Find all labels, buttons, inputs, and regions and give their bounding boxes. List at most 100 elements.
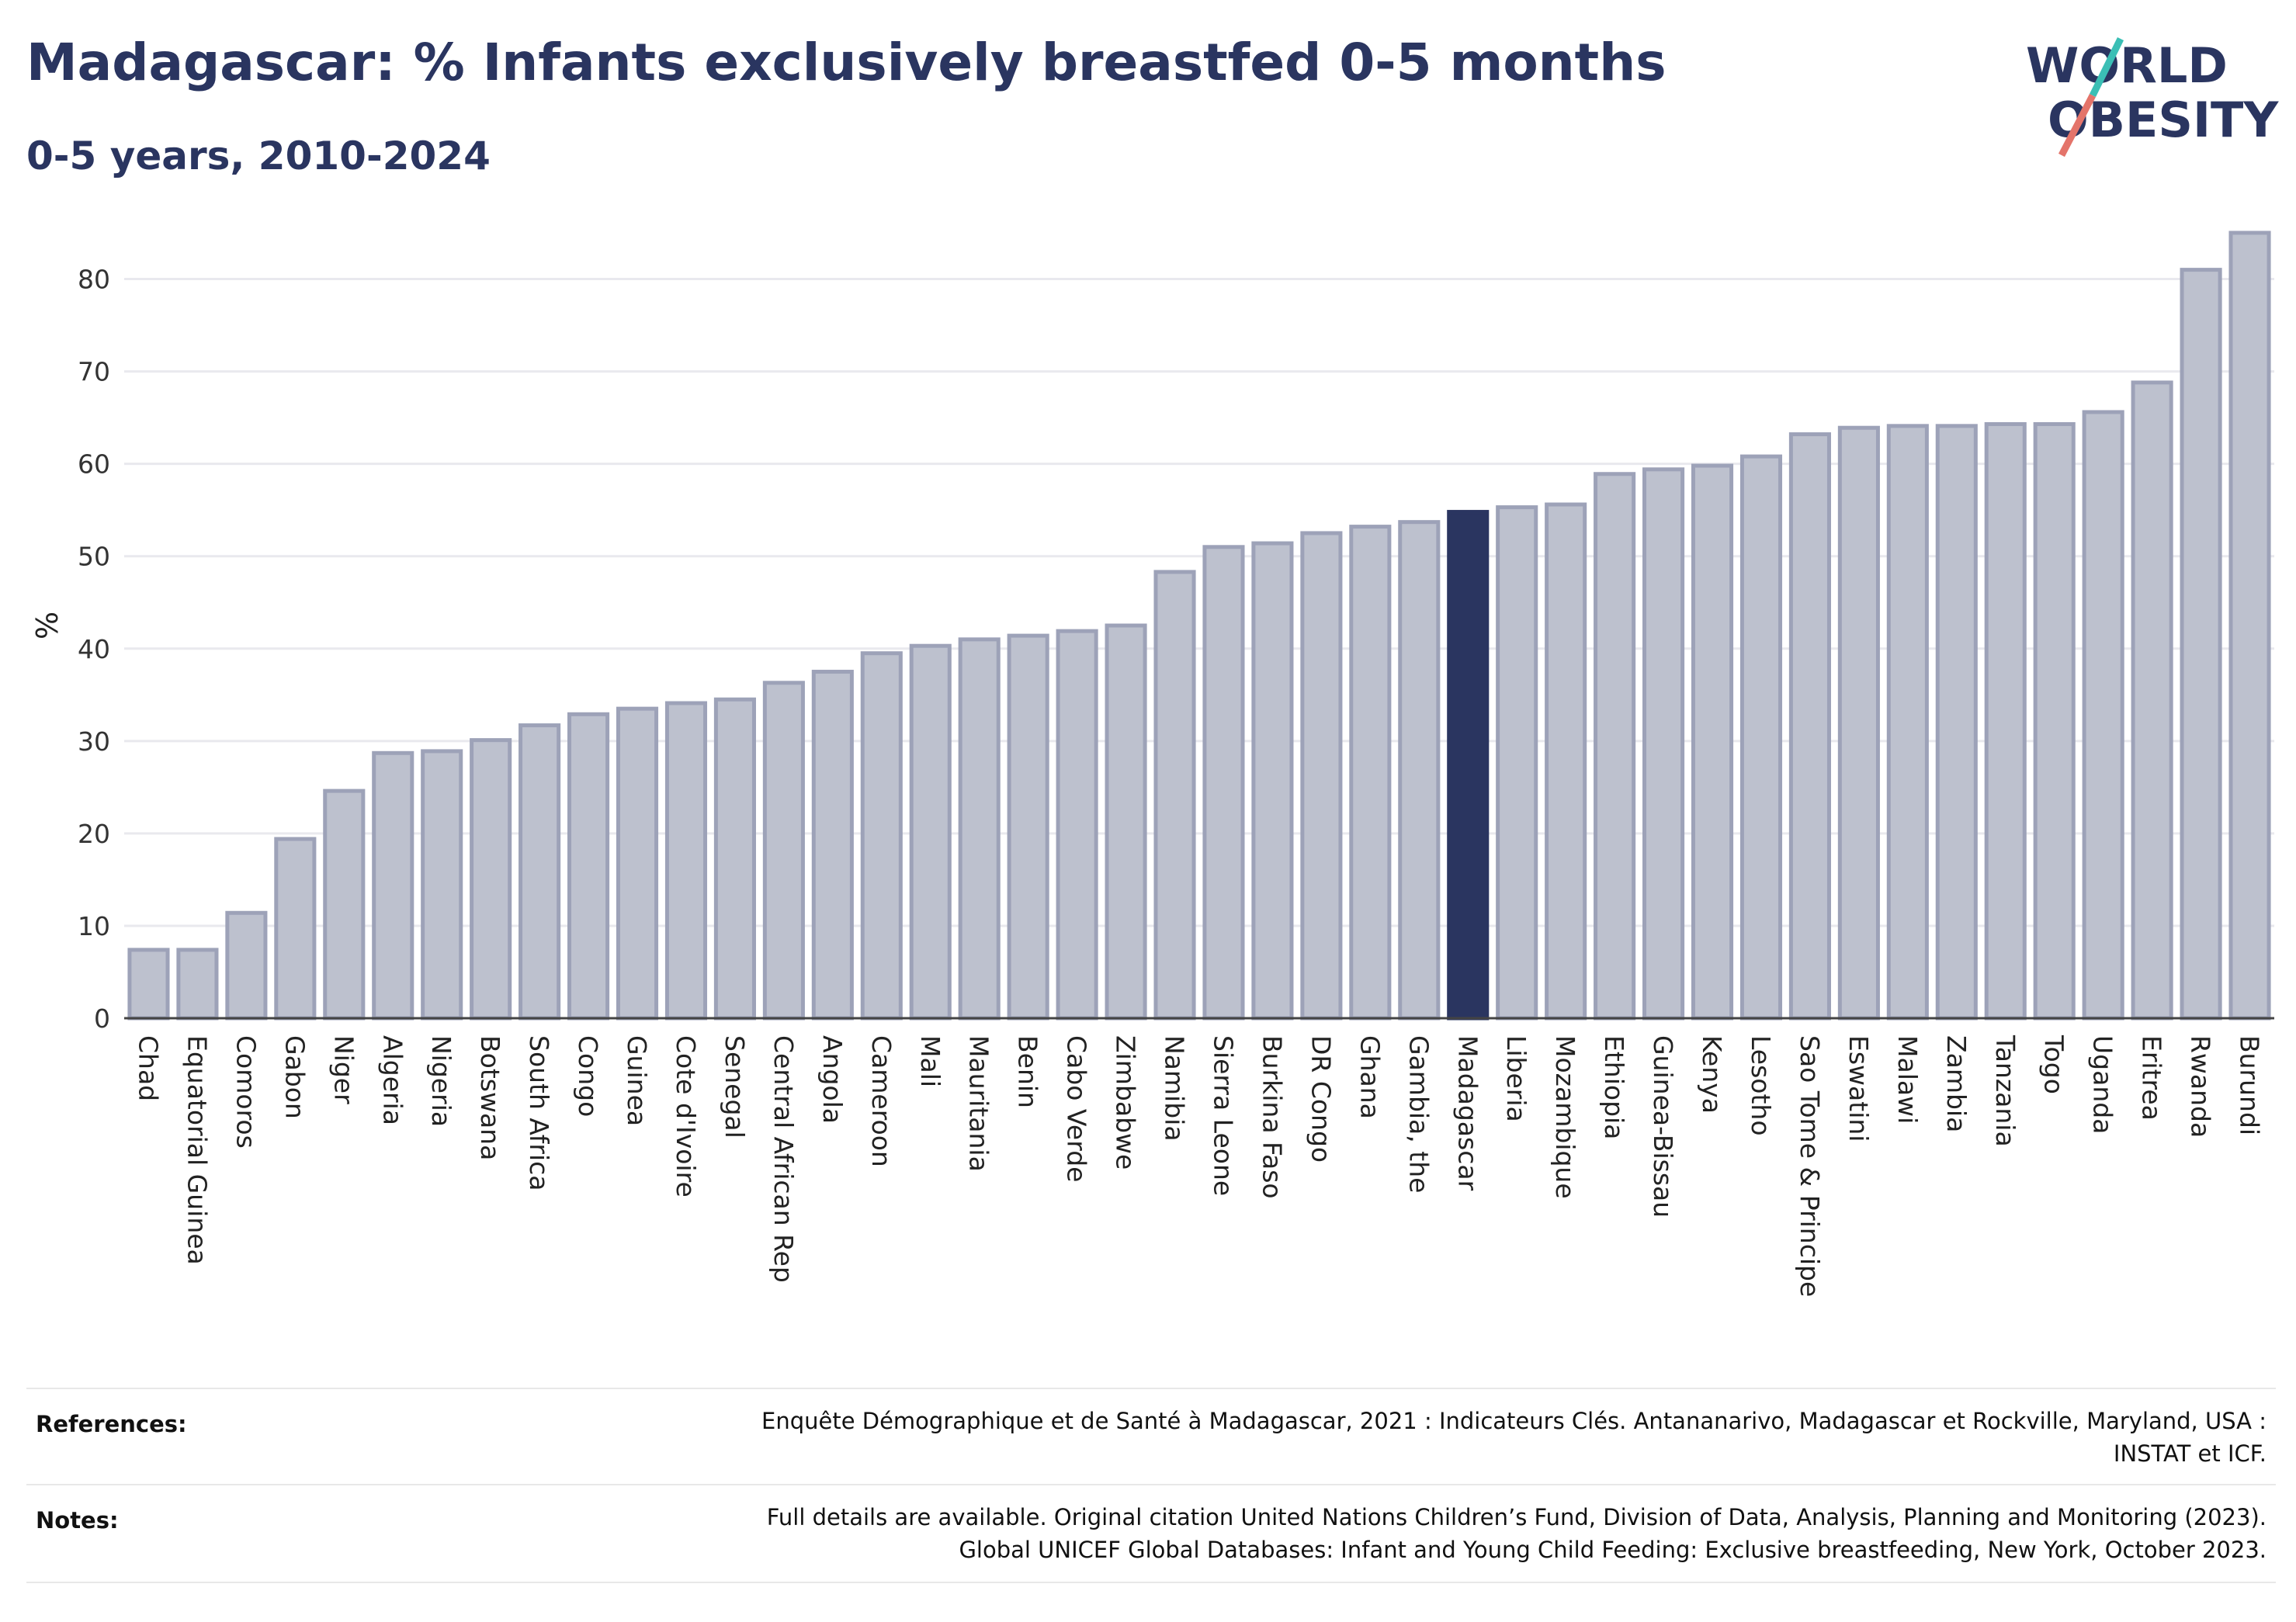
x-tick-label: Burundi [2235,1035,2265,1135]
x-tick-label: Chad [133,1035,163,1101]
bar [1105,623,1147,1021]
bar [519,723,561,1021]
x-tick-label: South Africa [524,1035,554,1191]
bar [713,697,756,1021]
notes-row: Notes: Full details are available. Origi… [26,1484,2276,1583]
x-tick-label: Namibia [1160,1035,1190,1142]
bar [1056,629,1098,1021]
x-tick-label: Central African Rep [768,1035,799,1283]
notes-label: Notes: [36,1507,119,1534]
bar [664,701,708,1021]
x-tick-label: Madagascar [1452,1035,1483,1191]
bar [421,749,463,1021]
bar [1349,525,1392,1021]
bar [2180,268,2222,1021]
x-tick-label: Ghana [1354,1035,1385,1119]
x-tick-label: Niger [328,1035,359,1104]
notes-line-1: Full details are available. Original cit… [766,1504,2267,1530]
x-tick-label: Benin [1013,1035,1043,1108]
x-tick-label: Burkina Faso [1257,1035,1287,1199]
references-text: Enquête Démographique et de Santé à Mada… [761,1405,2267,1470]
bar [176,948,219,1021]
x-tick-label: Sierra Leone [1208,1035,1238,1196]
bar [470,738,512,1021]
bar [1007,633,1049,1021]
bar [567,712,610,1021]
x-tick-label: Ethiopia [1599,1035,1629,1139]
y-tick-label: 10 [78,911,110,941]
y-axis-title: % [30,612,64,639]
bar [1594,472,1636,1021]
bar-highlighted [1447,510,1490,1021]
y-tick-label: 20 [78,819,110,849]
y-tick-label: 80 [78,265,110,295]
y-tick-label: 50 [78,542,110,572]
x-tick-label: Zimbabwe [1111,1035,1141,1170]
x-tick-label: Rwanda [2186,1035,2216,1138]
x-tick-label: Botswana [475,1035,505,1160]
bar [1642,467,1685,1021]
x-tick-label: Angola [817,1035,848,1124]
bar [1691,463,1734,1021]
bar [1300,531,1343,1021]
x-tick-label: Mali [915,1035,945,1087]
bar [909,643,952,1021]
x-tick-label: Liberia [1501,1035,1531,1122]
x-tick-label: Senegal [720,1035,750,1139]
x-tick-label: Equatorial Guinea [182,1035,212,1265]
x-tick-label: Kenya [1697,1035,1727,1114]
x-tick-label: Zambia [1941,1035,1972,1132]
bar [225,910,268,1021]
bar [762,681,805,1021]
x-tick-label: Uganda [2088,1035,2118,1134]
x-tick-label: Lesotho [1746,1035,1776,1136]
y-tick-label: 40 [78,634,110,664]
x-tick-label: Togo [2039,1035,2069,1094]
bar [2033,421,2076,1021]
bars [127,230,2271,1021]
x-tick-label: Algeria [377,1035,408,1125]
x-tick-label: Gabon [279,1035,310,1119]
bar [2228,230,2271,1021]
references-row: References: Enquête Démographique et de … [26,1388,2276,1485]
bar [372,750,414,1021]
bar [616,706,659,1021]
x-tick-label: Cameroon [866,1035,897,1167]
bar [1202,545,1245,1021]
bar [1984,421,2027,1021]
x-tick-label: Guinea-Bissau [1648,1035,1678,1218]
bar [1496,505,1538,1021]
bar [274,837,317,1021]
bar [1251,541,1294,1021]
x-tick-label: Mozambique [1550,1035,1580,1199]
x-tick-label: Tanzania [1990,1035,2020,1147]
references-label: References: [36,1411,187,1437]
x-tick-label: Cote d'Ivoire [671,1035,701,1197]
bar [860,651,903,1021]
x-tick-label: Eritrea [2137,1035,2167,1121]
bar [958,637,1001,1021]
bar [1398,520,1441,1021]
y-tick-label: 70 [78,357,110,387]
x-tick-label: Malawi [1892,1035,1923,1124]
chart-subtitle: 0-5 years, 2010-2024 [26,133,491,178]
bar [1153,570,1196,1021]
bar [1739,454,1783,1021]
y-axis-ticks: 0 10 20 30 40 50 60 70 80 [78,265,110,1034]
bar [323,788,366,1021]
logo-red-stroke [2058,93,2096,158]
bar [1837,425,1880,1021]
x-tick-label: Guinea [622,1035,652,1126]
y-tick-label: 60 [78,449,110,480]
bar [1788,432,1831,1021]
x-tick-label: Gambia, the [1403,1035,1434,1193]
x-tick-label: Eswatini [1843,1035,1874,1142]
bar [1886,424,1929,1021]
x-tick-label: Mauritania [964,1035,994,1172]
logo-line1: WORLD [2026,37,2228,94]
x-tick-label: Cabo Verde [1062,1035,1092,1182]
logo-teal-stroke [2089,37,2124,97]
bar [127,948,170,1021]
x-tick-label: Congo [573,1035,603,1117]
